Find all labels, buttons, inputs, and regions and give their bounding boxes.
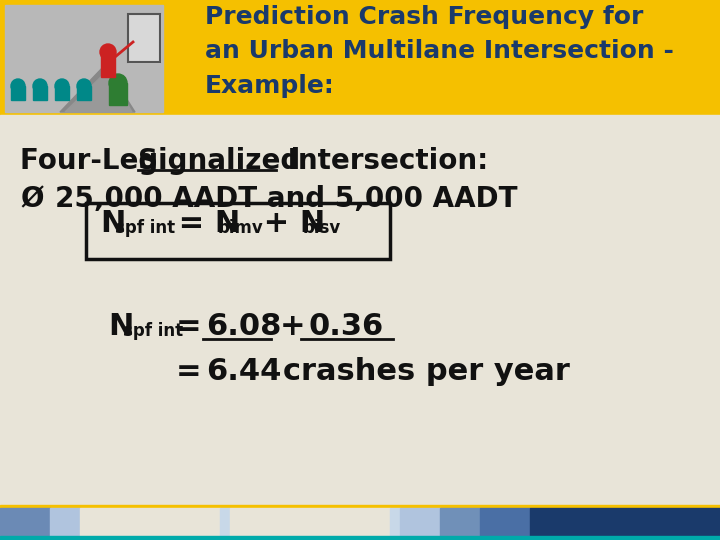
Circle shape — [77, 79, 91, 93]
Bar — [0, 508, 50, 536]
Text: N: N — [100, 209, 125, 238]
Text: 6.44: 6.44 — [206, 357, 282, 386]
Bar — [33, 86, 47, 100]
Text: spf int: spf int — [123, 322, 183, 340]
Circle shape — [100, 44, 116, 60]
Text: =: = — [176, 312, 202, 341]
Text: Prediction Crash Frequency for
an Urban Multilane Intersection -
Example:: Prediction Crash Frequency for an Urban … — [205, 5, 674, 98]
Circle shape — [55, 79, 69, 93]
Circle shape — [109, 74, 127, 92]
FancyBboxPatch shape — [86, 203, 390, 259]
Bar — [55, 86, 69, 100]
Text: Intersection:: Intersection: — [278, 147, 488, 175]
Bar — [480, 508, 530, 536]
Bar — [11, 86, 25, 100]
Text: Ø: Ø — [20, 185, 43, 213]
Polygon shape — [65, 70, 132, 112]
Text: N: N — [108, 312, 133, 341]
Text: Four-Leg: Four-Leg — [20, 147, 168, 175]
Bar — [440, 508, 480, 536]
Text: 0.36: 0.36 — [308, 312, 383, 341]
Circle shape — [33, 79, 47, 93]
Text: bisv: bisv — [303, 219, 341, 237]
Text: Signalized: Signalized — [138, 147, 300, 175]
Text: spf int: spf int — [115, 219, 175, 237]
Bar — [400, 508, 440, 536]
Bar — [101, 52, 115, 77]
Text: bimv: bimv — [218, 219, 264, 237]
Bar — [0, 0, 720, 115]
Bar — [50, 508, 80, 536]
Bar — [0, 505, 720, 510]
Bar — [128, 14, 160, 62]
Bar — [80, 508, 220, 536]
Bar — [109, 83, 127, 105]
Text: + N: + N — [253, 209, 325, 238]
Text: 6.08: 6.08 — [206, 312, 282, 341]
Bar — [128, 14, 160, 62]
Text: = N: = N — [168, 209, 240, 238]
Bar — [230, 508, 390, 536]
Text: =: = — [176, 357, 202, 386]
Bar — [220, 508, 230, 536]
Polygon shape — [60, 65, 135, 112]
Circle shape — [11, 79, 25, 93]
Bar — [0, 536, 720, 540]
Bar — [5, 5, 163, 112]
Bar — [390, 508, 400, 536]
Text: +: + — [280, 312, 305, 341]
Bar — [0, 115, 720, 508]
Text: 25,000 AADT and 5,000 AADT: 25,000 AADT and 5,000 AADT — [55, 185, 518, 213]
Bar — [530, 508, 720, 536]
Bar — [77, 86, 91, 100]
Text: crashes per year: crashes per year — [283, 357, 570, 386]
